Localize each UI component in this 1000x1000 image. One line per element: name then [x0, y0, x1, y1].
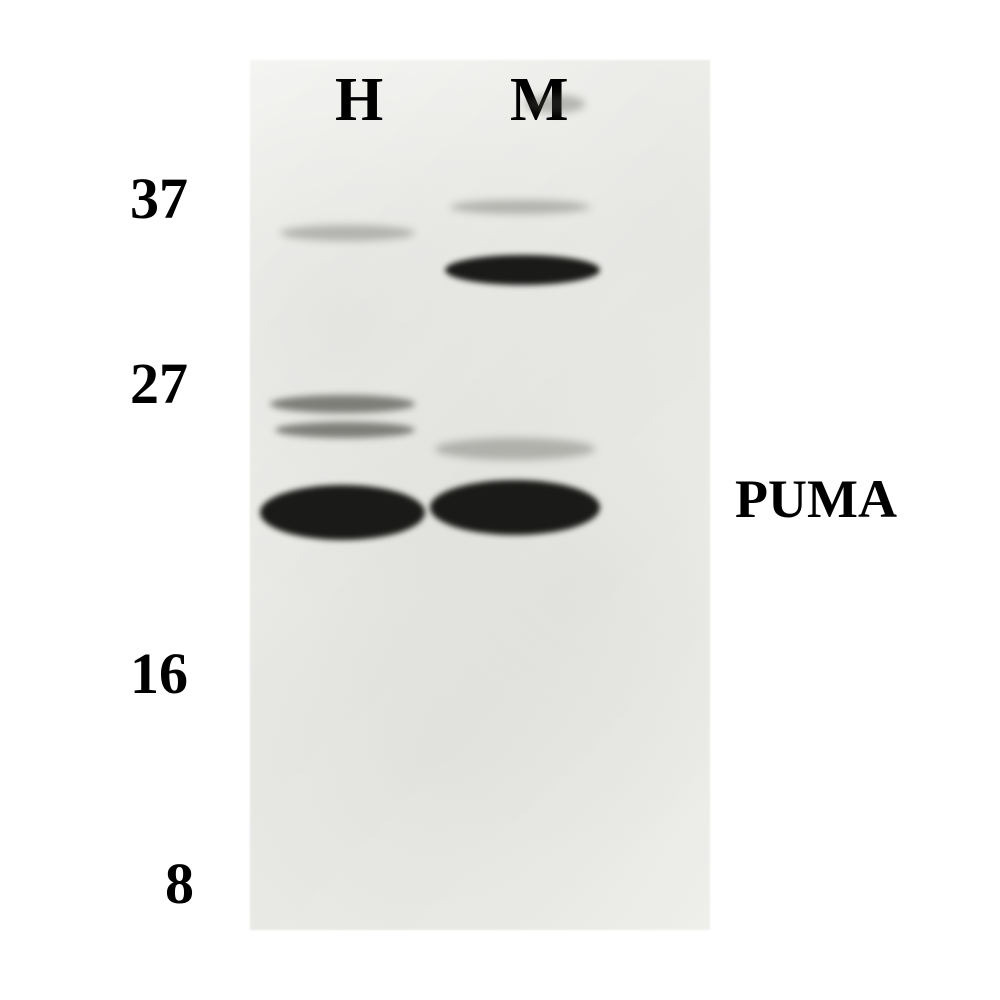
mw-marker-8: 8 — [165, 850, 194, 917]
band-doublet-h-1 — [270, 395, 415, 413]
lane-label-h: H — [335, 65, 383, 136]
western-blot-figure: 37 27 16 8 H M PUMA — [140, 60, 840, 940]
mw-marker-16: 16 — [130, 640, 188, 707]
band-doublet-h-2 — [275, 422, 415, 438]
band-faint-m-above — [435, 438, 595, 460]
mw-marker-27: 27 — [130, 350, 188, 417]
band-faint-m-33 — [450, 200, 590, 214]
band-faint-h-30 — [280, 225, 415, 241]
band-spot-m-top — [525, 95, 585, 113]
mw-marker-37: 37 — [130, 165, 188, 232]
band-puma-m — [430, 480, 600, 535]
band-upper-m — [445, 255, 600, 285]
band-puma-h — [260, 485, 425, 540]
protein-label-puma: PUMA — [735, 468, 897, 530]
